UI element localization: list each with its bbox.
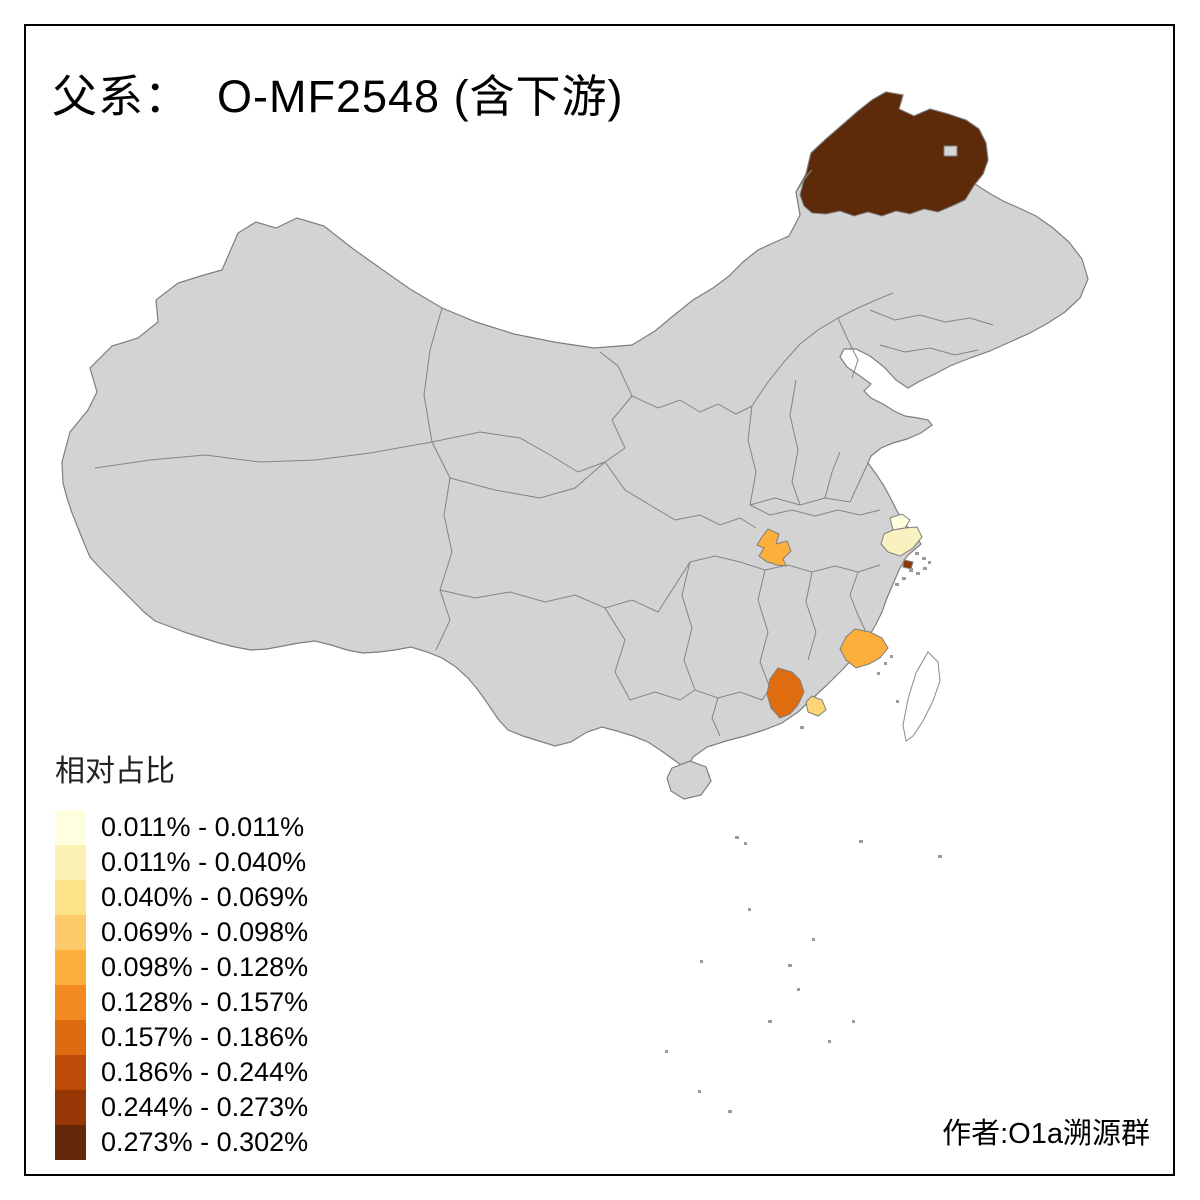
- legend-range-label: 0.011% - 0.011%: [101, 812, 305, 842]
- legend-range-label: 0.244% - 0.273%: [101, 1092, 309, 1122]
- legend-color-swatch: [55, 950, 86, 985]
- legend-range-label: 0.098% - 0.128%: [101, 952, 309, 982]
- attribution-text: 作者:O1a溯源群: [942, 1118, 1150, 1150]
- legend-range-label: 0.040% - 0.069%: [101, 882, 309, 912]
- legend-range-label: 0.273% - 0.302%: [101, 1127, 309, 1157]
- legend-row: 0.128% - 0.157%: [55, 985, 308, 1020]
- legend-color-swatch: [55, 1055, 86, 1090]
- legend-row: 0.244% - 0.273%: [55, 1090, 308, 1125]
- taiwan-island-shape: [902, 651, 941, 742]
- northeast-region-enclave: [943, 145, 958, 157]
- central-region: [756, 528, 792, 567]
- east-coast-small-dark-spot: [902, 559, 914, 570]
- page-title: 父系： O-MF2548 (含下游): [52, 71, 624, 122]
- legend-color-swatch: [55, 915, 86, 950]
- legend-range-label: 0.011% - 0.040%: [101, 847, 307, 877]
- southeast-coast-region: [839, 628, 889, 669]
- hainan-island-shape: [666, 760, 712, 800]
- legend-range-label: 0.128% - 0.157%: [101, 987, 309, 1017]
- legend-items: 0.011% - 0.011% 0.011% - 0.040% 0.040% -…: [55, 810, 308, 1160]
- legend-row: 0.098% - 0.128%: [55, 950, 308, 985]
- legend-color-swatch: [55, 845, 86, 880]
- east-coast-pale-upper: [889, 513, 911, 531]
- legend-color-swatch: [55, 810, 86, 845]
- legend: 相对占比 0.011% - 0.011% 0.011% - 0.040% 0.0…: [55, 746, 308, 1160]
- legend-range-label: 0.157% - 0.186%: [101, 1022, 309, 1052]
- legend-range-label: 0.186% - 0.244%: [101, 1057, 309, 1087]
- legend-color-swatch: [55, 1125, 86, 1160]
- legend-row: 0.157% - 0.186%: [55, 1020, 308, 1055]
- province-borders: [94, 292, 994, 737]
- south-region: [766, 667, 805, 719]
- south-coast-small-region: [805, 695, 827, 717]
- legend-color-swatch: [55, 985, 86, 1020]
- legend-title: 相对占比: [55, 755, 175, 788]
- legend-color-swatch: [55, 1090, 86, 1125]
- legend-row: 0.011% - 0.011%: [55, 810, 308, 845]
- legend-row: 0.186% - 0.244%: [55, 1055, 308, 1090]
- east-coast-pale-lower: [880, 526, 923, 557]
- legend-color-swatch: [55, 880, 86, 915]
- legend-row: 0.069% - 0.098%: [55, 915, 308, 950]
- highlighted-regions: [756, 91, 989, 719]
- island-marks: [665, 552, 942, 1113]
- legend-color-swatch: [55, 1020, 86, 1055]
- legend-range-label: 0.069% - 0.098%: [101, 917, 309, 947]
- northeast-large-region: [795, 91, 989, 217]
- legend-row: 0.273% - 0.302%: [55, 1125, 308, 1160]
- legend-row: 0.011% - 0.040%: [55, 845, 308, 880]
- mainland-china-shape: [61, 91, 1089, 771]
- legend-row: 0.040% - 0.069%: [55, 880, 308, 915]
